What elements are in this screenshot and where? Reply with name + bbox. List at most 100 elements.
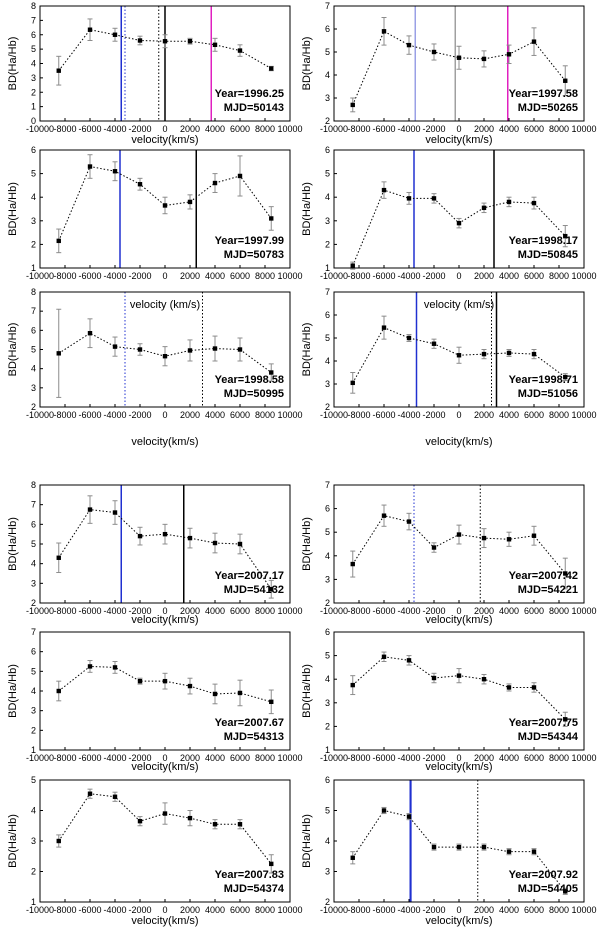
x-tick-label: 4000 — [205, 271, 225, 281]
data-point — [137, 678, 143, 684]
x-tick-label: -2000 — [128, 905, 151, 915]
x-tick-label: 2000 — [180, 905, 200, 915]
data-point — [381, 325, 387, 330]
x-axis-label: velocity(km/s) — [131, 134, 198, 146]
y-tick-label: 2 — [31, 598, 36, 608]
y-tick-label: 4 — [325, 551, 330, 561]
y-tick-label: 3 — [31, 383, 36, 393]
y-axis-label: BD(Ha/Hb) — [301, 323, 313, 377]
data-point — [350, 380, 355, 386]
y-tick-label: 1 — [31, 745, 36, 755]
data-point — [456, 673, 462, 678]
y-axis-label: BD(Ha/Hb) — [301, 37, 313, 91]
data-point — [269, 370, 274, 375]
data-point — [187, 683, 193, 689]
data-point — [381, 513, 387, 518]
data-point — [87, 664, 93, 669]
data-point — [212, 691, 218, 697]
year-label: Year=1998.17 — [509, 235, 578, 247]
y-tick-label: 5 — [31, 345, 36, 355]
plot-frame — [39, 149, 291, 269]
y-tick-label: 1 — [325, 745, 330, 755]
x-tick-label: 2000 — [474, 410, 494, 420]
y-tick-label: 8 — [31, 1, 36, 11]
y-axis-label: BD(Ha/Hb) — [7, 323, 19, 377]
data-point — [350, 561, 355, 567]
y-tick-label: 5 — [325, 169, 330, 179]
mjd-label: MJD=50995 — [224, 388, 284, 400]
data-point — [87, 331, 93, 336]
year-label: Year=1998.58 — [215, 374, 284, 386]
mjd-label: MJD=50143 — [224, 102, 284, 114]
y-tick-label: 5 — [31, 44, 36, 54]
x-tick-label: 0 — [162, 271, 167, 281]
data-point — [406, 42, 412, 48]
plot-frame — [333, 5, 585, 122]
data-point — [531, 849, 537, 854]
data-point — [56, 68, 61, 73]
x-tick-label: -10000 — [320, 753, 348, 763]
x-tick-label: 6000 — [524, 905, 544, 915]
data-point — [162, 678, 168, 684]
x-tick-label: 0 — [162, 753, 167, 763]
plot-frame — [333, 149, 585, 269]
x-tick-label: -6000 — [78, 753, 101, 763]
x-tick-label: -8000 — [53, 753, 76, 763]
y-tick-label: 2 — [325, 897, 330, 907]
x-tick-label: 8000 — [549, 124, 569, 134]
plot-frame — [333, 779, 585, 903]
x-axis-label: velocity(km/s) — [425, 761, 492, 773]
x-tick-label: 4000 — [205, 410, 225, 420]
y-tick-label: 5 — [325, 806, 330, 816]
x-tick-label: 6000 — [230, 271, 250, 281]
year-label: Year=1997.99 — [215, 235, 284, 247]
bd-panel-10: -10000 -8000 -6000 -4000 -2000 0 2000 4000 6000 8… — [301, 627, 597, 773]
x-tick-label: 4000 — [499, 606, 519, 616]
bd-panel-12: -10000 -8000 -6000 -4000 -2000 0 2000 4000 6000 8… — [301, 775, 597, 927]
series-line — [352, 515, 566, 574]
x-tick-label: -10000 — [26, 410, 54, 420]
x-tick-label: 2000 — [474, 905, 494, 915]
data-point — [237, 347, 243, 352]
x-tick-label: 0 — [162, 606, 167, 616]
x-tick-label: 6000 — [524, 410, 544, 420]
y-tick-label: 2 — [325, 239, 330, 249]
data-point — [481, 535, 487, 541]
x-tick-label: 6000 — [524, 271, 544, 281]
y-tick-label: 5 — [325, 527, 330, 537]
y-tick-label: 3 — [325, 698, 330, 708]
y-tick-label: 0 — [31, 116, 36, 126]
x-tick-label: 10000 — [571, 124, 596, 134]
bd-panel-5: -10000 -8000 -6000 -4000 -2000 0 2000 4000 6000 8… — [7, 287, 303, 448]
data-point — [563, 78, 568, 83]
x-tick-label: -10000 — [320, 905, 348, 915]
y-tick-label: 5 — [31, 169, 36, 179]
x-tick-label: -2000 — [128, 124, 151, 134]
y-tick-label: 6 — [325, 310, 330, 320]
x-tick-label: 10000 — [277, 124, 302, 134]
data-point — [137, 818, 143, 824]
plot-frame — [333, 291, 585, 408]
x-tick-label: 10000 — [571, 606, 596, 616]
year-label: Year=1996.25 — [215, 88, 284, 100]
x-tick-label: 0 — [456, 271, 461, 281]
x-tick-label: 8000 — [255, 753, 275, 763]
data-point — [506, 52, 512, 57]
mjd-label: MJD=54374 — [224, 883, 285, 895]
x-tick-label: 2000 — [180, 606, 200, 616]
data-point — [87, 164, 93, 169]
data-point — [187, 199, 193, 205]
data-point — [237, 48, 243, 53]
data-point — [431, 196, 437, 201]
y-axis-label: BD(Ha/Hb) — [7, 182, 19, 236]
data-point — [212, 180, 218, 186]
mjd-label: MJD=50783 — [224, 249, 284, 261]
x-tick-label: -6000 — [78, 905, 101, 915]
data-point — [162, 203, 168, 208]
bd-panel-8: -10000 -8000 -6000 -4000 -2000 0 2000 4000 6000 8… — [301, 480, 597, 626]
y-tick-label: 6 — [31, 145, 36, 155]
x-axis-label: velocity(km/s) — [425, 134, 492, 146]
data-point — [481, 205, 487, 211]
data-point — [456, 353, 462, 358]
data-point — [381, 29, 387, 34]
